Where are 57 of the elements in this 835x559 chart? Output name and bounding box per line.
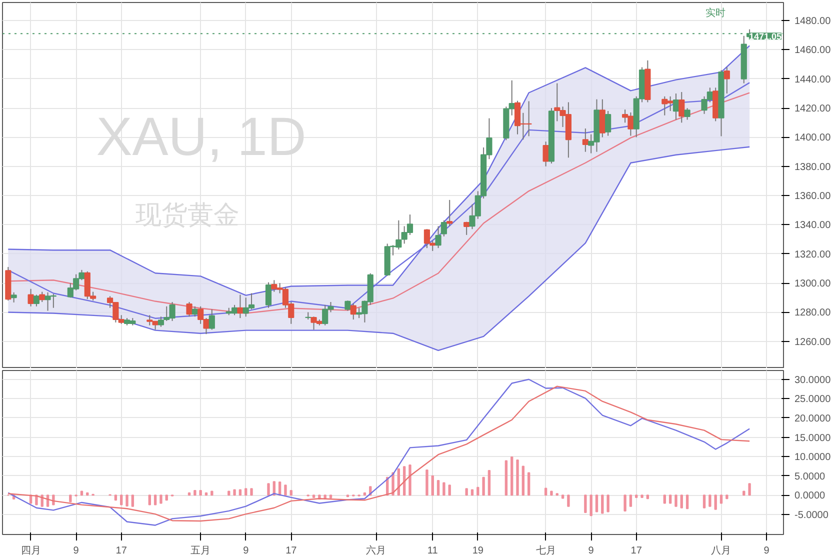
x-tick-label: 9	[73, 546, 80, 556]
candlestick	[684, 108, 690, 120]
y-tick-label: 25.0000	[794, 394, 832, 406]
y-tick-label: -5.0000	[794, 510, 829, 521]
y-tick-label: 15.0000	[794, 432, 832, 444]
y-tick-label: 1380.00	[794, 162, 832, 173]
candlestick	[208, 308, 215, 330]
x-tick-label: 四月	[20, 546, 41, 556]
y-tick-label: 1280.00	[794, 308, 832, 319]
y-tick-label: 1460.00	[794, 45, 832, 56]
y-tick-label: 1340.00	[794, 220, 832, 232]
candlestick	[464, 221, 470, 236]
x-tick-label: 七月	[536, 544, 556, 556]
x-tick-label: 19	[472, 546, 484, 556]
candlestick	[39, 291, 46, 303]
y-tick-label: 1320.00	[794, 249, 832, 260]
x-tick-label: 9	[588, 546, 594, 556]
x-tick-label: 9	[764, 546, 770, 556]
candlestick	[265, 282, 272, 308]
x-tick-label: 八月	[711, 546, 732, 556]
candlestick	[724, 66, 730, 94]
y-tick-label: 1480.00	[794, 16, 832, 28]
x-tick-label: 11	[427, 546, 438, 556]
candlestick	[672, 92, 680, 120]
y-tick-label: 1260.00	[794, 336, 832, 348]
ref-line-label: 1471.05	[748, 32, 782, 42]
y-tick-label: 1400.00	[794, 132, 832, 144]
candlestick	[305, 312, 312, 320]
candlestick	[10, 292, 17, 303]
candlestick	[542, 141, 549, 167]
candlestick	[237, 294, 244, 319]
x-tick-label: 17	[286, 546, 298, 556]
y-tick-label: 1300.00	[794, 278, 832, 290]
x-tick-label: 17	[116, 546, 128, 556]
candlestick	[350, 302, 356, 320]
candlestick	[344, 300, 351, 312]
candlestick	[605, 110, 612, 136]
x-tick-label: 9	[243, 546, 250, 556]
y-tick-label: 30.0000	[794, 374, 832, 386]
y-tick-label: 1360.00	[794, 191, 832, 202]
y-tick-label: 1440.00	[794, 74, 832, 86]
candlestick	[28, 288, 34, 307]
candlestick	[599, 98, 606, 138]
x-tick-label: 五月	[190, 546, 211, 556]
y-tick-label: 5.0000	[794, 471, 826, 482]
x-tick-label: 17	[630, 546, 642, 556]
candlestick	[678, 92, 685, 124]
candlestick	[186, 302, 192, 318]
candlestick	[33, 294, 40, 307]
y-tick-label: 10.0000	[794, 452, 832, 464]
annotation: 实时	[705, 6, 726, 19]
y-tick-label: 0.0000	[794, 490, 826, 502]
candlestick	[582, 128, 588, 152]
x-tick-label: 六月	[366, 544, 386, 556]
y-tick-label: 20.0000	[794, 413, 832, 424]
candlestick	[446, 199, 453, 227]
y-tick-label: 1420.00	[794, 104, 832, 115]
